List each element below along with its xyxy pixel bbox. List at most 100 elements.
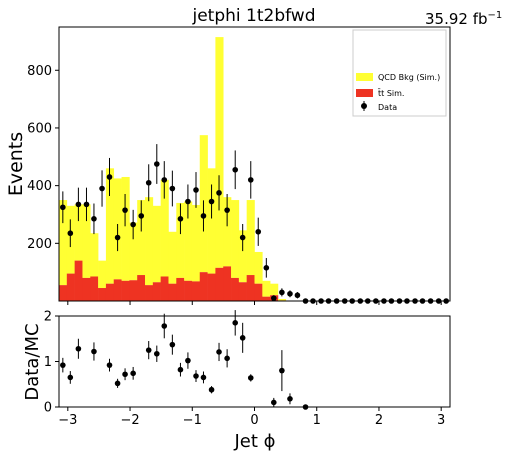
x-axis-label: Jet ϕ	[233, 431, 275, 452]
qcd-bar	[90, 233, 99, 277]
ttbar-bar	[184, 280, 193, 301]
qcd-bar	[176, 202, 185, 278]
ratio-point	[208, 386, 215, 393]
legend-swatch-ttbar	[356, 89, 373, 97]
ttbar-bar	[231, 277, 240, 301]
qcd-bar	[262, 280, 271, 297]
data-point	[122, 207, 128, 213]
ratio-point	[122, 371, 128, 378]
ratio-point	[177, 366, 184, 373]
qcd-bar	[82, 204, 91, 278]
ratio-x-tick-label: 1	[313, 413, 321, 428]
qcd-bar	[145, 197, 154, 286]
data-point	[177, 216, 184, 222]
qcd-bar	[66, 205, 75, 274]
qcd-bar	[98, 260, 107, 289]
ratio-point	[200, 374, 207, 381]
ratio-point	[193, 373, 199, 379]
ratio-plot-area: 0 1 2 −3 −2 −1 0 1 2 3	[44, 310, 446, 429]
ttbar-bar	[246, 275, 255, 301]
data-point	[99, 185, 105, 192]
ratio-point	[67, 374, 74, 381]
qcd-bar	[223, 197, 232, 267]
ratio-y-tick-label: 1	[44, 355, 52, 370]
qcd-bar	[152, 205, 161, 283]
data-point	[263, 265, 270, 271]
main-y-tick-label: 600	[27, 121, 52, 136]
ttbar-bar	[254, 283, 263, 301]
ratio-point	[185, 357, 191, 364]
data-point	[67, 230, 74, 237]
ratio-point	[114, 380, 121, 387]
ratio-point	[145, 347, 152, 353]
ttbar-bar	[215, 267, 224, 301]
ttbar-bar	[66, 273, 75, 301]
data-point	[216, 190, 222, 196]
ttbar-bar	[176, 277, 185, 301]
ratio-x-tick-label: 3	[437, 413, 445, 428]
ratio-plot-frame	[58, 315, 451, 408]
qcd-bar	[168, 231, 177, 284]
data-point	[255, 228, 262, 235]
ttbar-bar	[207, 273, 216, 301]
main-y-axis-label: Events	[5, 132, 27, 196]
ratio-point	[60, 362, 66, 368]
ttbar-bar	[121, 280, 130, 301]
legend-label-ttbar: t̄t Sim.	[377, 88, 404, 98]
qcd-bar	[121, 176, 130, 281]
ttbar-bar	[113, 279, 122, 301]
qcd-bar	[59, 200, 68, 286]
ratio-y-tick-label: 2	[44, 310, 52, 325]
qcd-bar	[74, 204, 83, 261]
ratio-point	[153, 350, 160, 357]
data-point	[279, 289, 285, 296]
ratio-point	[161, 323, 168, 329]
data-point	[232, 166, 239, 173]
ratio-point	[232, 320, 239, 326]
ttbar-bar	[199, 272, 208, 301]
qcd-bar	[215, 37, 224, 268]
ratio-x-tick-label: 0	[250, 413, 258, 428]
data-point	[208, 198, 215, 205]
data-point	[247, 177, 254, 183]
ttbar-bar	[137, 275, 146, 301]
ttbar-bar	[223, 266, 232, 301]
main-y-tick-label: 400	[27, 179, 52, 194]
ratio-point	[279, 367, 285, 374]
ratio-x-tick-label: −1	[183, 413, 202, 428]
ratio-point	[216, 349, 222, 355]
qcd-bar	[184, 201, 193, 281]
qcd-bar	[238, 230, 247, 283]
legend-marker-data	[361, 103, 367, 109]
data-point	[161, 177, 168, 183]
data-point	[60, 204, 66, 211]
data-point	[114, 234, 121, 241]
legend: QCD Bkg (Sim.) t̄t Sim. Data	[352, 29, 447, 117]
data-point	[138, 213, 145, 219]
data-point	[224, 207, 230, 213]
ttbar-bar	[82, 277, 91, 301]
luminosity-value: 35.92 fb	[425, 10, 488, 28]
ttbar-bar	[168, 283, 177, 301]
ratio-y-axis-label: Data/MC	[22, 323, 43, 400]
ttbar-bar	[262, 296, 271, 301]
legend-label-qcd: QCD Bkg (Sim.)	[378, 73, 440, 82]
qcd-bar	[129, 222, 138, 281]
data-point	[270, 295, 277, 301]
ratio-x-tick-label: −3	[58, 413, 77, 428]
ratio-point	[239, 335, 246, 341]
data-point	[185, 198, 191, 205]
qcd-bar	[277, 298, 287, 301]
ratio-point	[270, 399, 277, 406]
data-point	[75, 201, 82, 208]
data-point	[169, 185, 176, 192]
ratio-x-tick-label: 2	[375, 413, 383, 428]
ratio-y-tick-label: 0	[44, 401, 52, 416]
ttbar-bar	[98, 288, 107, 301]
qcd-bar	[246, 200, 255, 276]
data-point	[239, 234, 246, 241]
luminosity-exponent: −1	[488, 10, 503, 21]
ttbar-bar	[152, 282, 161, 301]
ttbar-bar	[90, 276, 99, 301]
